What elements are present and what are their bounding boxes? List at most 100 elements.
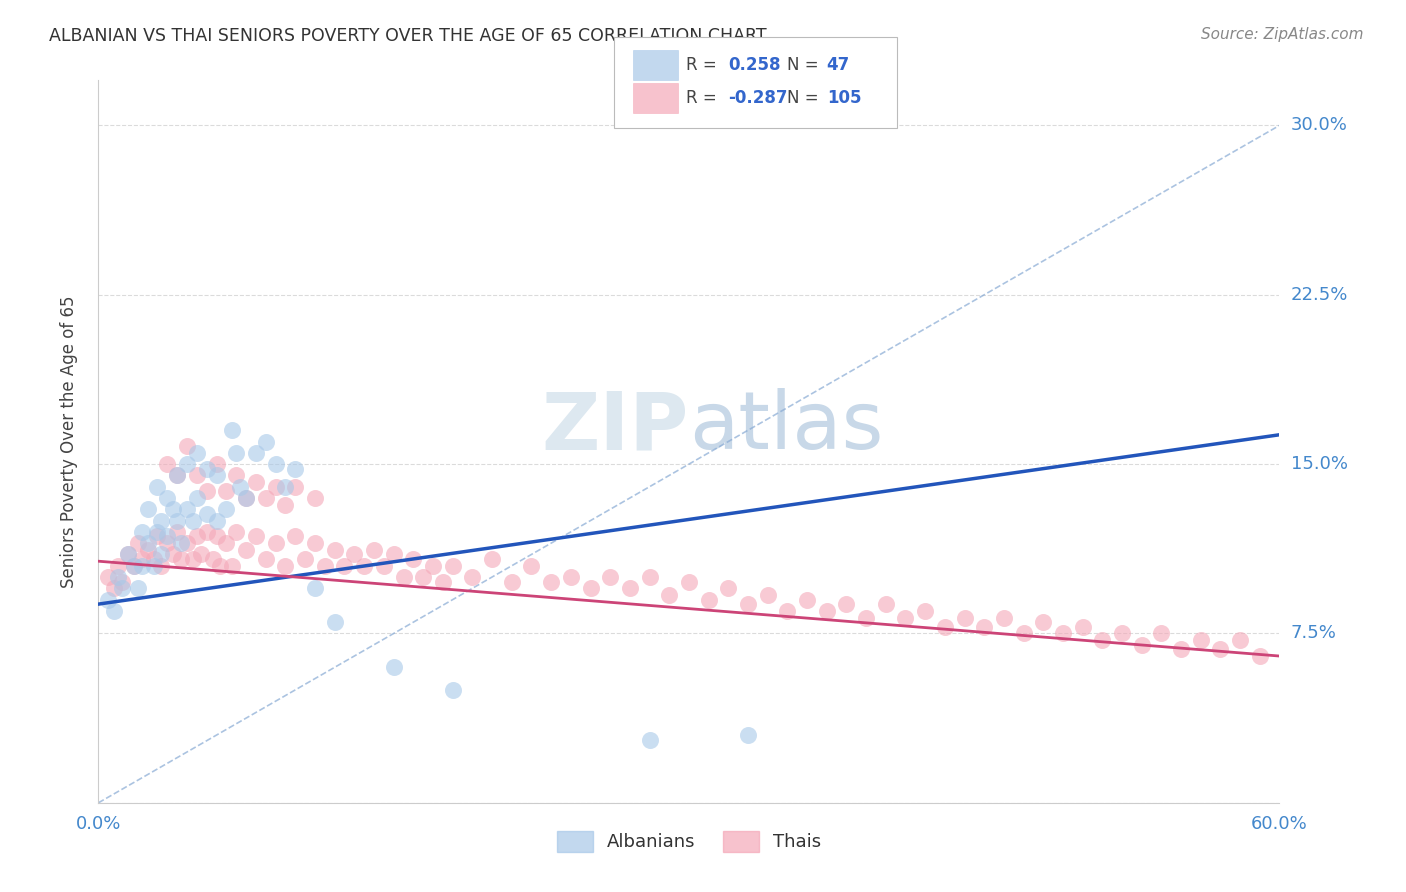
Point [402, 552, 425, 566]
Point [1032, 615, 1054, 630]
Point [103, 582, 125, 596]
Point [737, 597, 759, 611]
Point [162, 502, 184, 516]
Point [122, 558, 145, 573]
Text: 30.0%: 30.0% [1291, 117, 1347, 135]
Legend: Albanians, Thais: Albanians, Thais [550, 823, 828, 859]
Text: Source: ZipAtlas.com: Source: ZipAtlas.com [1201, 27, 1364, 42]
Point [235, 542, 257, 557]
Point [181, 552, 204, 566]
Text: ALBANIAN VS THAI SENIORS POVERTY OVER THE AGE OF 65 CORRELATION CHART: ALBANIAN VS THAI SENIORS POVERTY OVER TH… [49, 27, 766, 45]
Point [1189, 633, 1212, 648]
Point [855, 610, 877, 624]
Point [176, 536, 198, 550]
Point [973, 620, 995, 634]
Text: ZIP: ZIP [541, 388, 689, 467]
Point [776, 604, 799, 618]
Point [150, 514, 173, 528]
Point [894, 610, 917, 624]
Point [162, 548, 184, 562]
Text: 0.258: 0.258 [728, 56, 780, 74]
Point [993, 610, 1015, 624]
Point [638, 570, 661, 584]
Y-axis label: Seniors Poverty Over the Age of 65: Seniors Poverty Over the Age of 65 [59, 295, 77, 588]
Point [215, 536, 238, 550]
Point [131, 524, 153, 539]
Point [422, 558, 444, 573]
Point [264, 480, 287, 494]
Point [150, 548, 173, 562]
Point [117, 548, 139, 562]
Point [142, 558, 165, 573]
Point [205, 514, 228, 528]
Point [323, 542, 346, 557]
Point [274, 558, 297, 573]
Point [540, 574, 562, 589]
Point [1229, 633, 1251, 648]
Point [136, 542, 159, 557]
Point [314, 558, 336, 573]
Point [176, 457, 198, 471]
Point [195, 461, 218, 475]
Point [520, 558, 543, 573]
Point [190, 548, 212, 562]
Point [756, 588, 779, 602]
Point [215, 502, 238, 516]
Point [412, 570, 434, 584]
Point [166, 524, 188, 539]
Point [353, 558, 375, 573]
Point [441, 682, 464, 697]
Point [127, 582, 149, 596]
Text: 22.5%: 22.5% [1291, 285, 1348, 304]
Point [166, 468, 188, 483]
Text: 15.0%: 15.0% [1291, 455, 1347, 473]
Text: 105: 105 [827, 89, 862, 107]
Point [294, 552, 316, 566]
Point [304, 536, 326, 550]
Point [560, 570, 582, 584]
Point [156, 491, 179, 505]
Point [225, 524, 247, 539]
Text: R =: R = [686, 56, 723, 74]
Point [186, 529, 208, 543]
Point [284, 529, 307, 543]
Point [934, 620, 956, 634]
Point [221, 558, 243, 573]
Point [1111, 626, 1133, 640]
Point [195, 524, 218, 539]
Point [195, 484, 218, 499]
Point [142, 552, 165, 566]
Point [382, 548, 405, 562]
Point [1150, 626, 1173, 640]
Point [170, 536, 193, 550]
Point [235, 491, 257, 505]
Point [481, 552, 503, 566]
Point [697, 592, 720, 607]
Point [229, 480, 252, 494]
Point [333, 558, 356, 573]
Point [221, 423, 243, 437]
Point [638, 732, 661, 747]
Point [136, 502, 159, 516]
Point [875, 597, 897, 611]
Point [796, 592, 818, 607]
Point [122, 558, 145, 573]
Point [97, 570, 120, 584]
Point [127, 536, 149, 550]
Point [131, 552, 153, 566]
Point [176, 439, 198, 453]
Point [209, 558, 232, 573]
Point [1130, 638, 1153, 652]
Point [97, 592, 120, 607]
Point [835, 597, 858, 611]
Point [131, 558, 153, 573]
Text: N =: N = [787, 56, 824, 74]
Point [1249, 648, 1271, 663]
Point [1091, 633, 1114, 648]
Point [245, 475, 267, 490]
Text: 7.5%: 7.5% [1291, 624, 1337, 642]
Point [914, 604, 936, 618]
Point [323, 615, 346, 630]
Point [170, 552, 193, 566]
Point [1012, 626, 1035, 640]
